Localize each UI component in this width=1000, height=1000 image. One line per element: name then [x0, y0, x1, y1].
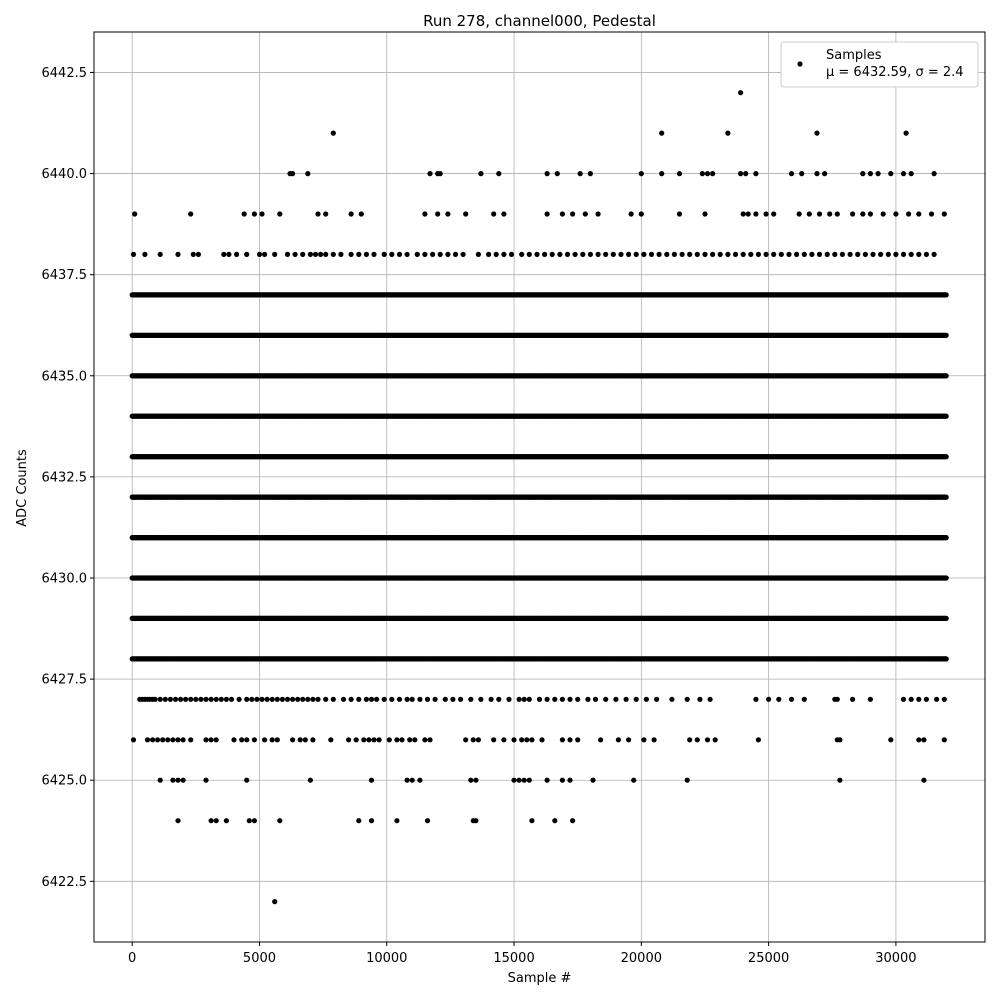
data-point [943, 656, 949, 662]
data-point [943, 535, 949, 541]
data-points [129, 90, 949, 905]
data-point [943, 615, 949, 622]
data-point [943, 575, 949, 581]
